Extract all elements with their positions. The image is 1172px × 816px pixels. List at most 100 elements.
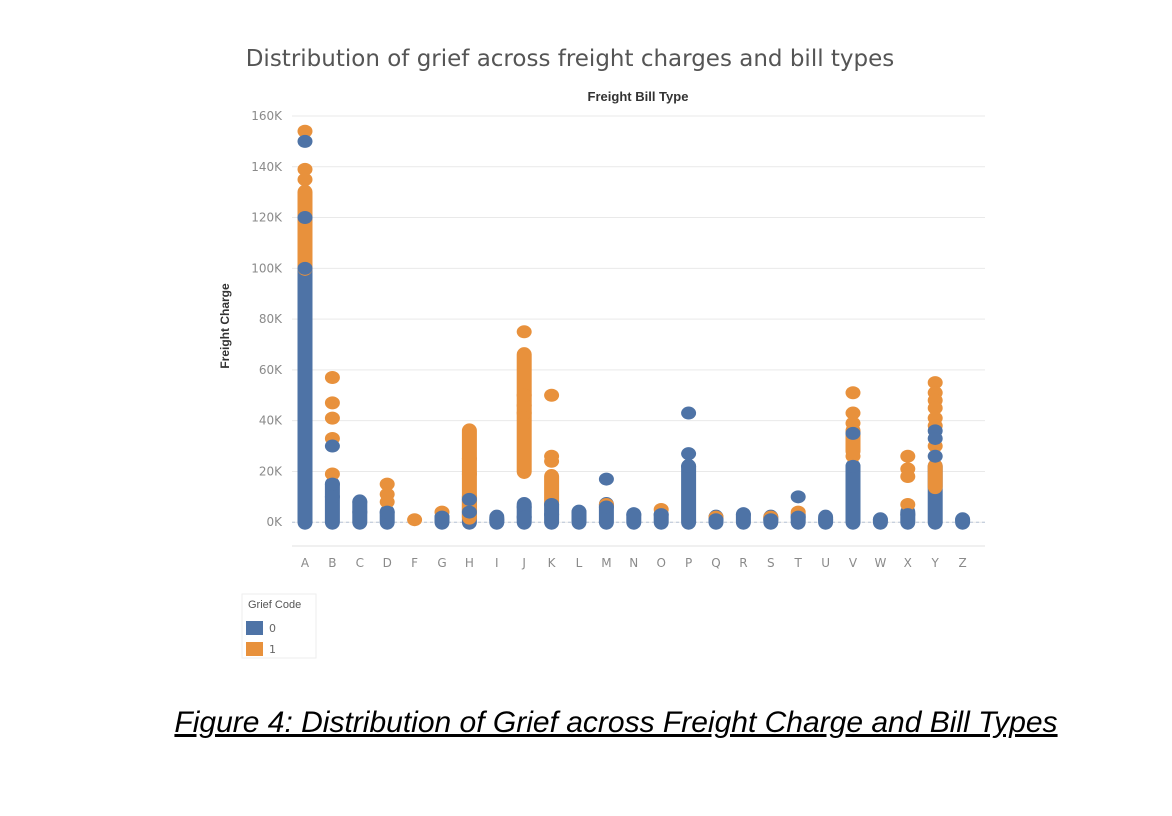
x-tick-label: J	[521, 556, 526, 570]
y-tick-label: 160K	[251, 109, 283, 123]
series-0-band	[681, 458, 697, 530]
series-0-point	[681, 406, 697, 420]
x-tick-label: G	[437, 556, 446, 570]
x-tick-label: I	[495, 556, 499, 570]
series-0-point	[297, 261, 313, 275]
series-0-point	[544, 497, 560, 511]
data-bands	[297, 184, 971, 530]
x-tick-label: Z	[958, 556, 966, 570]
x-tick-label: W	[874, 556, 886, 570]
series-0-point	[598, 472, 614, 486]
x-tick-label: D	[383, 556, 392, 570]
series-0-point	[461, 492, 477, 506]
series-1-point	[845, 406, 861, 420]
series-0-point	[708, 513, 724, 527]
x-tick-label: X	[904, 556, 912, 570]
series-0-point	[626, 508, 642, 522]
series-1-point	[927, 401, 943, 415]
series-0-point	[461, 505, 477, 519]
series-0-point	[845, 459, 861, 473]
series-1-point	[461, 452, 477, 466]
series-1-point	[324, 467, 340, 481]
x-tick-label: U	[821, 556, 830, 570]
x-tick-label: A	[301, 556, 310, 570]
chart-title: Distribution of grief across freight cha…	[246, 46, 895, 72]
chart-subtitle: Freight Bill Type	[588, 89, 689, 104]
legend-title: Grief Code	[248, 599, 301, 611]
series-1-point	[845, 416, 861, 430]
series-1-point	[845, 386, 861, 400]
y-axis-ticks: 0K 20K 40K 60K 80K 100K 120K 140K 160K	[251, 109, 283, 529]
y-tick-label: 100K	[251, 261, 283, 275]
series-0-point	[352, 495, 368, 509]
series-0-point	[735, 508, 751, 522]
x-tick-label: N	[629, 556, 638, 570]
x-tick-label: H	[465, 556, 474, 570]
series-0-point	[955, 513, 971, 527]
x-tick-label: C	[356, 556, 364, 570]
y-tick-label: 60K	[259, 363, 283, 377]
series-1-point	[544, 388, 560, 402]
gridlines	[292, 115, 985, 547]
series-1-point	[297, 172, 313, 186]
series-0-point	[516, 510, 532, 524]
series-1-point	[297, 162, 313, 176]
legend-swatch-1[interactable]	[246, 642, 263, 656]
legend-swatch-0[interactable]	[246, 621, 263, 635]
series-0-point	[790, 490, 806, 504]
series-1-point	[900, 497, 916, 511]
series-0-point	[516, 500, 532, 514]
series-0-point	[434, 510, 450, 524]
series-0-point	[681, 447, 697, 461]
series-0-point	[544, 508, 560, 522]
series-0-point	[681, 459, 697, 473]
series-1-point	[516, 388, 532, 402]
series-0-point	[818, 513, 834, 527]
series-1-point	[407, 513, 423, 527]
figure-caption: Figure 4: Distribution of Grief across F…	[174, 706, 1058, 739]
series-0-point	[352, 505, 368, 519]
x-tick-label: K	[548, 556, 557, 570]
series-0-point	[845, 426, 861, 440]
series-1-point	[461, 467, 477, 481]
x-tick-label: P	[685, 556, 692, 570]
y-tick-label: 20K	[259, 464, 283, 478]
series-0-point	[927, 449, 943, 463]
series-1-point	[927, 376, 943, 390]
x-tick-label: O	[656, 556, 665, 570]
x-tick-label: M	[601, 556, 611, 570]
series-0-point	[653, 508, 669, 522]
series-1-point	[297, 124, 313, 138]
legend-label-0[interactable]: 0	[269, 622, 276, 635]
series-1-band	[927, 458, 943, 495]
y-tick-label: 40K	[259, 414, 283, 428]
series-0-point	[324, 477, 340, 491]
series-0-point	[571, 505, 587, 519]
series-1-point	[900, 449, 916, 463]
series-0-point	[324, 490, 340, 504]
series-0-point	[379, 505, 395, 519]
data-points	[297, 124, 971, 527]
chart: Distribution of grief across freight cha…	[218, 46, 985, 659]
series-0-point	[598, 500, 614, 514]
x-tick-label: Y	[931, 556, 940, 570]
x-tick-label: V	[849, 556, 858, 570]
y-tick-label: 0K	[266, 515, 283, 529]
series-1-point	[379, 477, 395, 491]
y-tick-label: 120K	[251, 211, 283, 225]
series-0-point	[927, 431, 943, 445]
series-1-point	[516, 398, 532, 412]
series-1-point	[324, 371, 340, 385]
x-tick-label: S	[767, 556, 775, 570]
series-1-point	[324, 396, 340, 410]
x-tick-label: R	[739, 556, 747, 570]
x-tick-label: L	[576, 556, 583, 570]
legend-label-1[interactable]: 1	[269, 643, 276, 656]
x-tick-label: T	[794, 556, 803, 570]
series-0-band	[845, 458, 861, 530]
series-0-point	[324, 439, 340, 453]
x-tick-label: B	[328, 556, 336, 570]
series-1-point	[379, 495, 395, 509]
series-0-point	[489, 513, 505, 527]
series-0-point	[763, 513, 779, 527]
